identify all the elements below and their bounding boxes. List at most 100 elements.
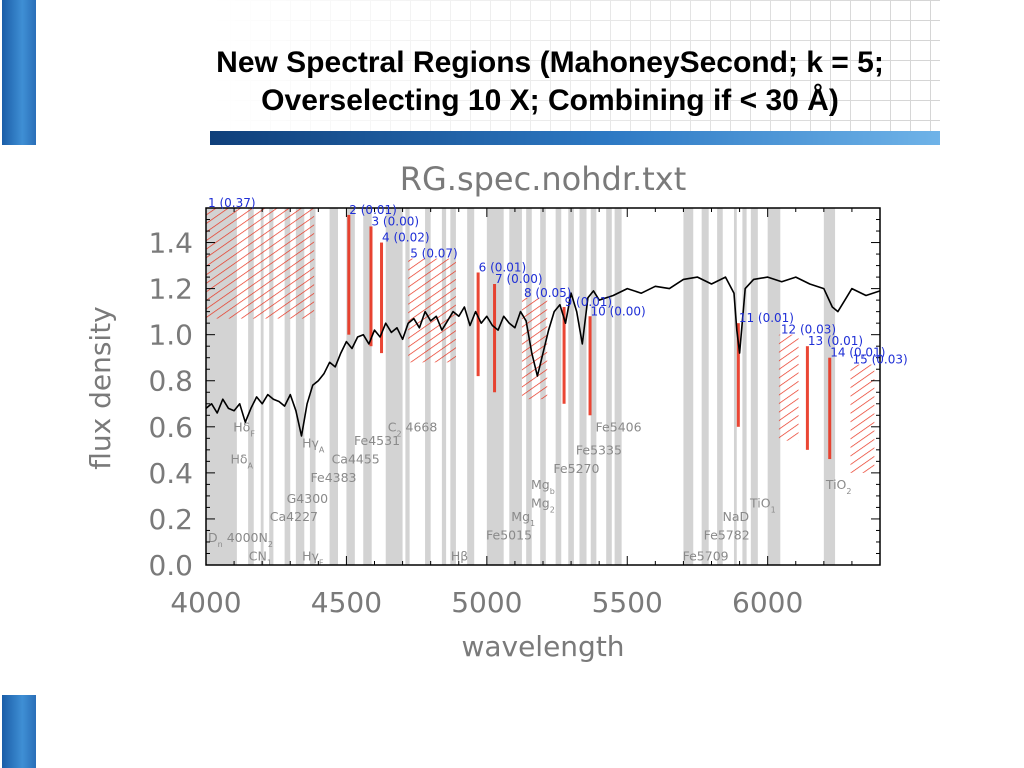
axes-layer: 4000 4500 5000 5500 6000 0.0 0.2 0.4 0.6 0.8 1.0 1.… (148, 207, 881, 619)
feature-label: HδF (233, 419, 255, 438)
region-6 (476, 272, 480, 377)
region-7 (493, 284, 497, 393)
y-tick-label: 1.2 (148, 273, 193, 306)
gray-band (614, 208, 622, 565)
region-5 (408, 258, 456, 363)
x-tick-label: 4500 (311, 586, 382, 619)
gray-band (767, 208, 781, 565)
gray-band (329, 208, 338, 565)
gray-band (385, 208, 403, 565)
gray-band (260, 208, 264, 565)
gray-band (717, 208, 723, 565)
gray-band (405, 208, 410, 565)
y-tick-label: 0.0 (148, 549, 193, 582)
region-11 (736, 323, 740, 427)
feature-label: CN1 (249, 548, 272, 567)
region-12 (778, 334, 799, 441)
x-tick-label: 6000 (732, 586, 803, 619)
feature-label: Dn 4000 (208, 530, 259, 549)
y-tick-label: 1.4 (148, 227, 193, 260)
region-label-7: 7 (0.00) (495, 272, 543, 286)
region-14 (828, 357, 832, 460)
feature-label: Fe5406 (596, 419, 642, 434)
region-3 (369, 226, 373, 347)
gray-band (248, 208, 254, 565)
region-label-1: 1 (0.37) (208, 196, 256, 210)
slide-title-line-2: Overselecting 10 X; Combining if < 30 Å) (261, 84, 839, 117)
gray-band (590, 208, 597, 565)
region-label-12: 12 (0.03) (781, 323, 836, 337)
region-label-14: 14 (0.01) (830, 346, 885, 360)
gray-band (555, 208, 562, 565)
gray-band (441, 208, 447, 565)
feature-label: Fe5270 (553, 461, 599, 476)
gray-band (742, 208, 747, 565)
x-tick-label: 4000 (170, 586, 241, 619)
feature-label: HγA (302, 436, 325, 455)
chart-title: RG.spec.nohdr.txt (400, 160, 687, 198)
feature-label: TiO1 (749, 495, 776, 514)
region-10 (588, 316, 592, 416)
region-8 (521, 297, 548, 400)
gray-band (750, 208, 758, 565)
x-tick-label: 5000 (451, 586, 522, 619)
gray-band (450, 208, 456, 565)
gray-band (363, 208, 372, 565)
y-tick-label: 0.2 (148, 503, 193, 536)
feature-label: Mg2 (531, 495, 555, 514)
gray-band (683, 208, 694, 565)
gray-band (284, 208, 291, 565)
feature-label: Ca4227 (270, 509, 318, 524)
feature-label: Fe5709 (683, 548, 729, 563)
region-label-10: 10 (0.00) (591, 304, 646, 318)
y-tick-label: 1.0 (148, 319, 193, 352)
feature-label: Hβ (451, 548, 468, 563)
gray-band (701, 208, 709, 565)
feature-label: HγF (302, 548, 324, 567)
region-label-4: 4 (0.02) (382, 231, 430, 245)
gray-band (579, 208, 587, 565)
y-tick-label: 0.8 (148, 365, 193, 398)
y-axis-label: flux density (84, 306, 117, 470)
y-tick-label: 0.4 (148, 457, 193, 490)
region-label-layer: 1 (0.37) 2 (0.01)3 (0.00) 4 (0.02) 5 (0.07)… (208, 196, 908, 367)
x-axis-label: wavelength (461, 630, 624, 663)
slide-title: New Spectral Regions (MahoneySecond; k =… (150, 44, 950, 120)
x-tick-label: 5500 (592, 586, 663, 619)
region-15 (850, 364, 875, 473)
feature-label: Fe5335 (576, 442, 622, 457)
slide-title-line-1: New Spectral Regions (MahoneySecond; k =… (216, 46, 884, 79)
feature-label: Ca4455 (332, 452, 380, 467)
spectrum-layer (205, 276, 881, 437)
gray-band (606, 208, 612, 565)
gray-band (509, 208, 522, 565)
region-label-11: 11 (0.01) (739, 311, 794, 325)
feature-label: Fe4531 (354, 433, 400, 448)
region-label-9: 9 (0.01) (565, 295, 613, 309)
region-1 (206, 208, 315, 319)
spectrum-line (205, 276, 881, 437)
gray-band (467, 208, 475, 565)
gray-band (425, 208, 431, 565)
feature-label: NaD (722, 509, 749, 524)
region-label-15: 15 (0.03) (853, 353, 908, 367)
region-label-13: 13 (0.01) (808, 334, 863, 348)
y-tick-label: 0.6 (148, 411, 193, 444)
gray-band (269, 208, 274, 565)
feature-label: HδA (230, 452, 253, 471)
region-2 (347, 214, 351, 335)
feature-label: Fe4383 (311, 470, 357, 485)
feature-label: G4300 (287, 491, 329, 506)
region-9 (562, 307, 566, 404)
feature-label: N2 (259, 530, 273, 549)
region-label-8: 8 (0.05) (524, 286, 572, 300)
region-4 (380, 242, 384, 354)
region-label-3: 3 (0.00) (371, 214, 419, 228)
accent-bar-top (2, 0, 36, 145)
gray-band (568, 208, 574, 565)
header-grid (210, 0, 940, 132)
region-label-6: 6 (0.01) (479, 260, 527, 274)
region-layer (206, 208, 875, 473)
